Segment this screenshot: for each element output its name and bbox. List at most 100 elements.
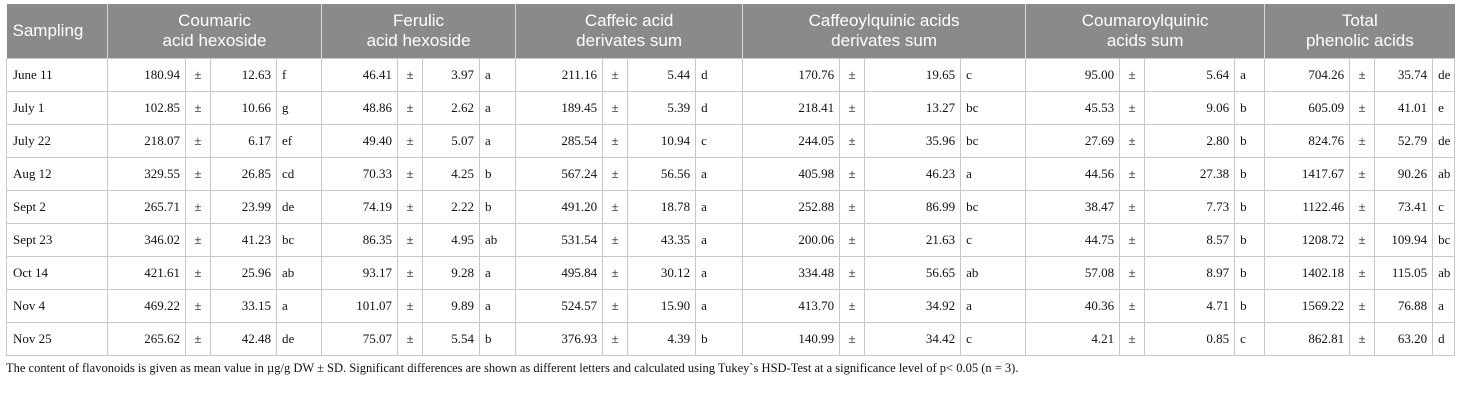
header-group: Ferulic acid hexoside [321,4,516,59]
sd-value: 26.85 [210,157,277,191]
mean-value: 704.26 [1264,58,1351,92]
mean-value: 4.21 [1025,322,1121,356]
significance-letter: ef [275,124,323,158]
plus-minus-sign: ± [1349,322,1376,356]
sampling-date: Oct 14 [6,256,108,290]
mean-value: 329.55 [107,157,186,191]
significance-letter: a [695,256,744,290]
plus-minus-sign: ± [839,289,866,323]
sd-value: 5.44 [627,58,697,92]
sampling-date: Sept 23 [6,223,108,257]
sd-value: 34.92 [864,289,962,323]
sd-value: 8.57 [1144,223,1236,257]
mean-value: 1122.46 [1264,190,1351,224]
sd-value: 5.39 [627,91,697,125]
mean-value: 170.76 [742,58,841,92]
mean-value: 40.36 [1025,289,1121,323]
table-row: July 22 218.07 ±6.17 ef 49.40 ±5.07 a 285.54 ±10… [6,124,1456,158]
header-line2: phenolic acids [1305,31,1414,50]
significance-letter: b [479,322,517,356]
significance-letter: a [1432,289,1456,323]
significance-letter: a [479,58,517,92]
sampling-date: Nov 4 [6,289,108,323]
sd-value: 12.63 [210,58,277,92]
mean-value: 57.08 [1025,256,1121,290]
significance-letter: b [479,157,517,191]
sd-value: 52.79 [1374,124,1434,158]
sd-value: 10.94 [627,124,697,158]
mean-value: 244.05 [742,124,841,158]
significance-letter: cd [275,157,323,191]
mean-value: 491.20 [515,190,604,224]
significance-letter: b [1234,223,1266,257]
significance-letter: ab [275,256,323,290]
plus-minus-sign: ± [839,157,866,191]
sd-value: 21.63 [864,223,962,257]
sampling-date: Sept 2 [6,190,108,224]
header-line2: derivates sum [576,31,682,50]
mean-value: 74.19 [321,190,399,224]
mean-value: 495.84 [515,256,604,290]
sd-value: 43.35 [627,223,697,257]
plus-minus-sign: ± [602,91,629,125]
plus-minus-sign: ± [397,190,424,224]
significance-letter: a [960,157,1027,191]
plus-minus-sign: ± [397,256,424,290]
sd-value: 86.99 [864,190,962,224]
sd-value: 56.56 [627,157,697,191]
mean-value: 567.24 [515,157,604,191]
sd-value: 5.64 [1144,58,1236,92]
sd-value: 9.28 [422,256,481,290]
table-row: Nov 4 469.22 ±33.15 a 101.07 ±9.89 a 524.57 ±15.… [6,289,1456,323]
significance-letter: de [275,322,323,356]
plus-minus-sign: ± [602,322,629,356]
sd-value: 56.65 [864,256,962,290]
sd-value: 90.26 [1374,157,1434,191]
sd-value: 30.12 [627,256,697,290]
significance-letter: c [960,322,1027,356]
plus-minus-sign: ± [397,91,424,125]
sd-value: 34.42 [864,322,962,356]
table-row: Sept 2 265.71 ±23.99 de 74.19 ±2.22 b 491.20 ±18… [6,190,1456,224]
mean-value: 140.99 [742,322,841,356]
sd-value: 0.85 [1144,322,1236,356]
table-row: Aug 12 329.55 ±26.85 cd 70.33 ±4.25 b 567.24 ±56… [6,157,1456,191]
significance-letter: b [695,322,744,356]
mean-value: 524.57 [515,289,604,323]
phenolic-acids-table: Sampling Coumaric acid hexoside Ferulic aci… [6,4,1456,356]
sd-value: 23.99 [210,190,277,224]
plus-minus-sign: ± [1119,256,1146,290]
sd-value: 42.48 [210,322,277,356]
header-line1: Ferulic [393,11,445,30]
plus-minus-sign: ± [1349,256,1376,290]
plus-minus-sign: ± [185,256,211,290]
sd-value: 19.65 [864,58,962,92]
header-group: Coumaroylquinic acids sum [1025,4,1265,59]
significance-letter: a [960,289,1027,323]
significance-letter: bc [960,124,1027,158]
mean-value: 334.48 [742,256,841,290]
significance-letter: ab [1432,256,1456,290]
plus-minus-sign: ± [185,223,211,257]
significance-letter: b [1234,91,1266,125]
mean-value: 70.33 [321,157,399,191]
significance-letter: a [1234,58,1266,92]
mean-value: 102.85 [107,91,186,125]
significance-letter: bc [960,91,1027,125]
mean-value: 27.69 [1025,124,1121,158]
mean-value: 1208.72 [1264,223,1351,257]
header-group: Caffeoylquinic acids derivates sum [742,4,1026,59]
significance-letter: ab [479,223,517,257]
sd-value: 3.97 [422,58,481,92]
table-row: Sept 23 346.02 ±41.23 bc 86.35 ±4.95 ab 531.54 ±… [6,223,1456,257]
significance-letter: de [275,190,323,224]
plus-minus-sign: ± [839,256,866,290]
plus-minus-sign: ± [1119,190,1146,224]
mean-value: 1569.22 [1264,289,1351,323]
mean-value: 180.94 [107,58,186,92]
mean-value: 101.07 [321,289,399,323]
plus-minus-sign: ± [1119,91,1146,125]
sd-value: 5.07 [422,124,481,158]
mean-value: 86.35 [321,223,399,257]
sampling-date: Aug 12 [6,157,108,191]
